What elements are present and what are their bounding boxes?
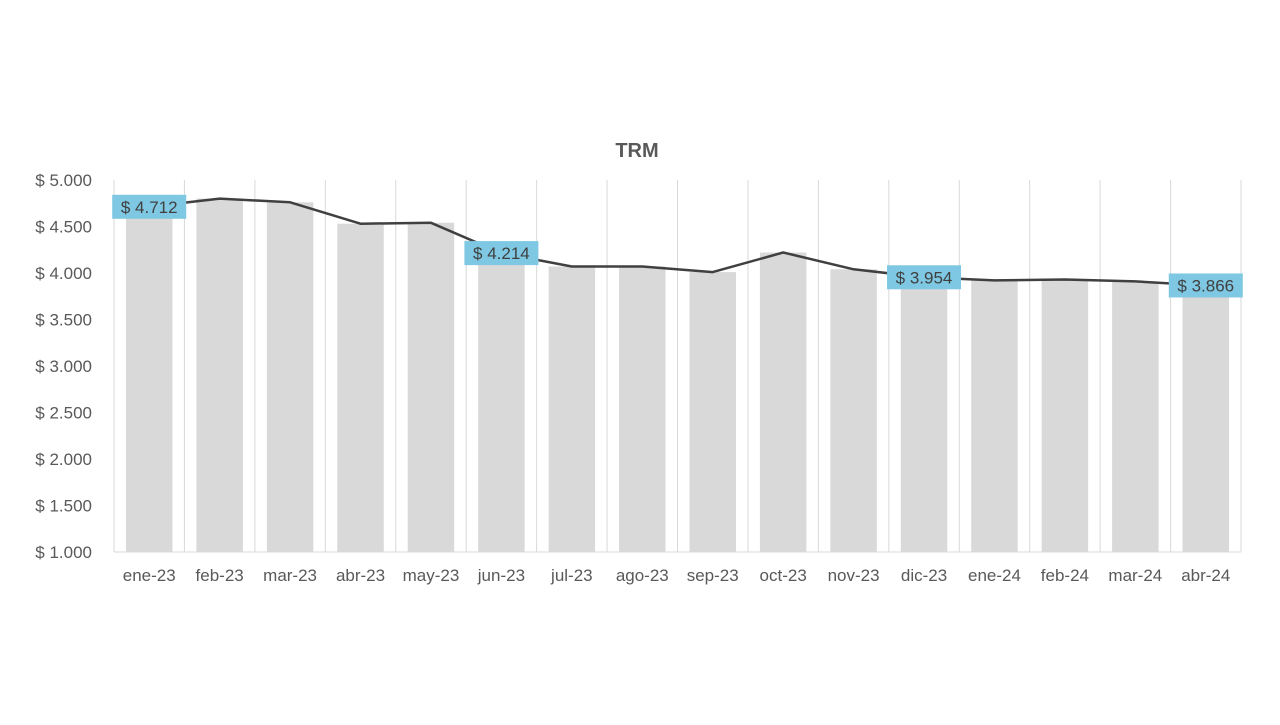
x-tick-label: may-23 — [403, 566, 460, 585]
y-tick-label: $ 2.500 — [35, 404, 92, 423]
x-tick-label: ene-23 — [123, 566, 176, 585]
bar-ene-24 — [971, 280, 1018, 552]
y-tick-label: $ 3.500 — [35, 311, 92, 330]
bar-jun-23 — [478, 253, 525, 552]
x-tick-label: mar-24 — [1108, 566, 1162, 585]
x-tick-label: mar-23 — [263, 566, 317, 585]
x-tick-label: jun-23 — [477, 566, 525, 585]
bar-mar-24 — [1112, 281, 1159, 552]
bar-jul-23 — [548, 266, 596, 552]
y-tick-label: $ 1.000 — [35, 543, 92, 562]
trend-line-path — [149, 197, 1206, 287]
x-tick-label: nov-23 — [828, 566, 880, 585]
y-tick-label: $ 4.000 — [35, 264, 92, 283]
data-label-box — [1168, 273, 1243, 298]
bar-nov-23 — [830, 269, 877, 552]
y-tick-label: $ 1.500 — [35, 497, 92, 516]
x-tick-label: ene-24 — [968, 566, 1021, 585]
data-label-jun-23: $ 4.214 — [464, 241, 539, 266]
x-tick-label: sep-23 — [687, 566, 739, 585]
x-tick-label: feb-24 — [1041, 566, 1089, 585]
bar-dic-23 — [900, 277, 948, 552]
data-label-ene-23: $ 4.712 — [112, 194, 187, 219]
bar-sep-23 — [689, 272, 736, 552]
bar-ene-23 — [125, 206, 173, 552]
data-labels: $ 4.712 $ 4.214 $ 3.954 $ 3.866 — [112, 194, 1243, 298]
x-tick-label: oct-23 — [760, 566, 807, 585]
bar-oct-23 — [759, 252, 807, 553]
bar-mar-23 — [266, 202, 314, 552]
data-label-text: $ 4.712 — [121, 198, 178, 217]
x-tick-label: ago-23 — [616, 566, 669, 585]
bar-abr-23 — [337, 223, 384, 552]
x-axis-ticks: ene-23 feb-23 mar-23 abr-23 may-23 jun-23 jul-… — [123, 566, 1231, 585]
y-tick-label: $ 4.500 — [35, 218, 92, 237]
y-tick-label: $ 2.000 — [35, 450, 92, 469]
data-label-dic-23: $ 3.954 — [887, 265, 962, 290]
data-label-text: $ 4.214 — [473, 244, 530, 263]
y-tick-label: $ 5.000 — [35, 171, 92, 190]
data-label-box — [112, 194, 187, 219]
data-label-abr-24: $ 3.866 — [1168, 273, 1243, 298]
chart-title: TRM — [615, 140, 658, 162]
bar-feb-24 — [1041, 279, 1089, 552]
x-tick-label: feb-23 — [196, 566, 244, 585]
data-label-box — [464, 241, 539, 266]
data-label-text: $ 3.866 — [1177, 276, 1234, 295]
bar-abr-24 — [1182, 285, 1230, 552]
bars — [125, 198, 1230, 553]
y-axis-ticks: $ 1.000 $ 1.500 $ 2.000 $ 2.500 $ 3.000 $ 3.5… — [35, 171, 92, 562]
y-tick-label: $ 3.000 — [35, 357, 92, 376]
x-tick-label: abr-23 — [336, 566, 385, 585]
bar-ago-23 — [619, 266, 666, 552]
x-tick-label: jul-23 — [550, 566, 593, 585]
data-label-text: $ 3.954 — [896, 268, 953, 287]
trend-line — [149, 197, 1206, 287]
x-tick-label: abr-24 — [1181, 566, 1230, 585]
data-label-box — [887, 265, 962, 290]
x-tick-label: dic-23 — [901, 566, 947, 585]
bar-may-23 — [407, 222, 455, 552]
bar-feb-23 — [196, 198, 243, 552]
